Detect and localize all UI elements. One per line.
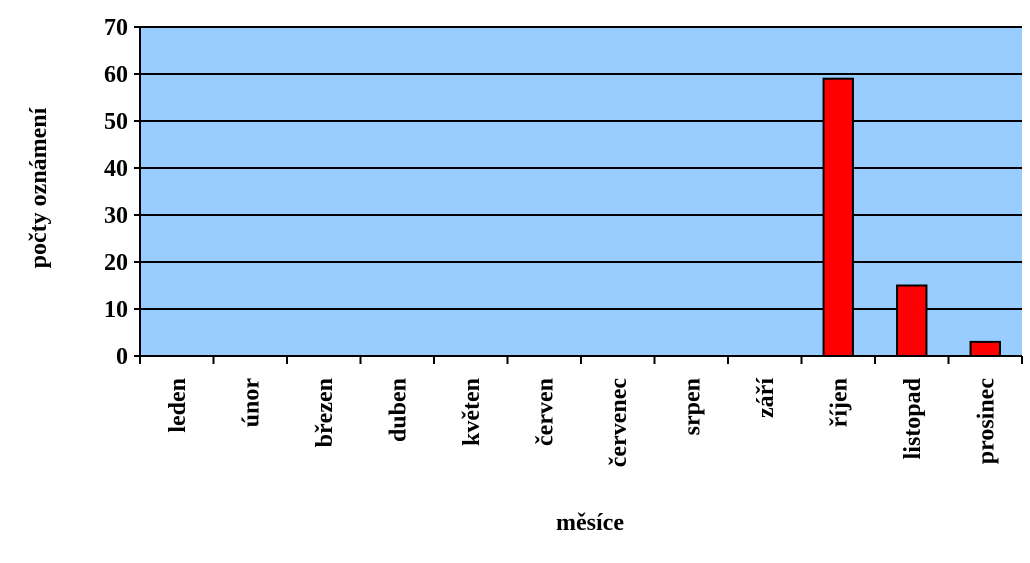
y-tick-label: 0 xyxy=(116,344,128,370)
y-tick-label: 50 xyxy=(104,109,128,135)
x-tick-label: září xyxy=(753,378,779,418)
y-tick-label: 70 xyxy=(104,15,128,41)
gridlines xyxy=(140,26,1022,310)
y-axis-label: počty oznámení xyxy=(26,107,52,268)
x-tick-label: srpen xyxy=(679,378,705,435)
x-tick-label: březen xyxy=(312,378,338,447)
axes xyxy=(134,26,1023,364)
y-tick-labels: 0 10 20 30 40 50 60 70 xyxy=(104,15,128,370)
x-tick-label: červen xyxy=(532,378,558,446)
y-tick-label: 30 xyxy=(104,203,128,229)
y-tick-label: 40 xyxy=(104,156,128,182)
x-tick-label: duben xyxy=(385,378,411,442)
x-tick-labels: leden únor březen duben květen červen červenec… xyxy=(165,377,1000,467)
x-tick-label: prosinec xyxy=(973,378,999,465)
y-tick-label: 20 xyxy=(104,250,128,276)
bar-listopad xyxy=(896,284,928,357)
plot-area xyxy=(140,27,1022,356)
y-tick-label: 10 xyxy=(104,297,128,323)
x-tick-label: květen xyxy=(459,378,485,446)
x-axis-label: měsíce xyxy=(556,510,624,536)
x-tick-label: listopad xyxy=(900,377,926,459)
y-tick-label: 60 xyxy=(104,62,128,88)
x-tick-label: červenec xyxy=(606,378,632,468)
x-tick-label: leden xyxy=(165,378,191,433)
bar-prosinec xyxy=(969,340,1001,357)
bar-říjen xyxy=(822,77,854,357)
x-tick-label: říjen xyxy=(826,378,852,427)
x-tick-label: únor xyxy=(238,378,264,428)
